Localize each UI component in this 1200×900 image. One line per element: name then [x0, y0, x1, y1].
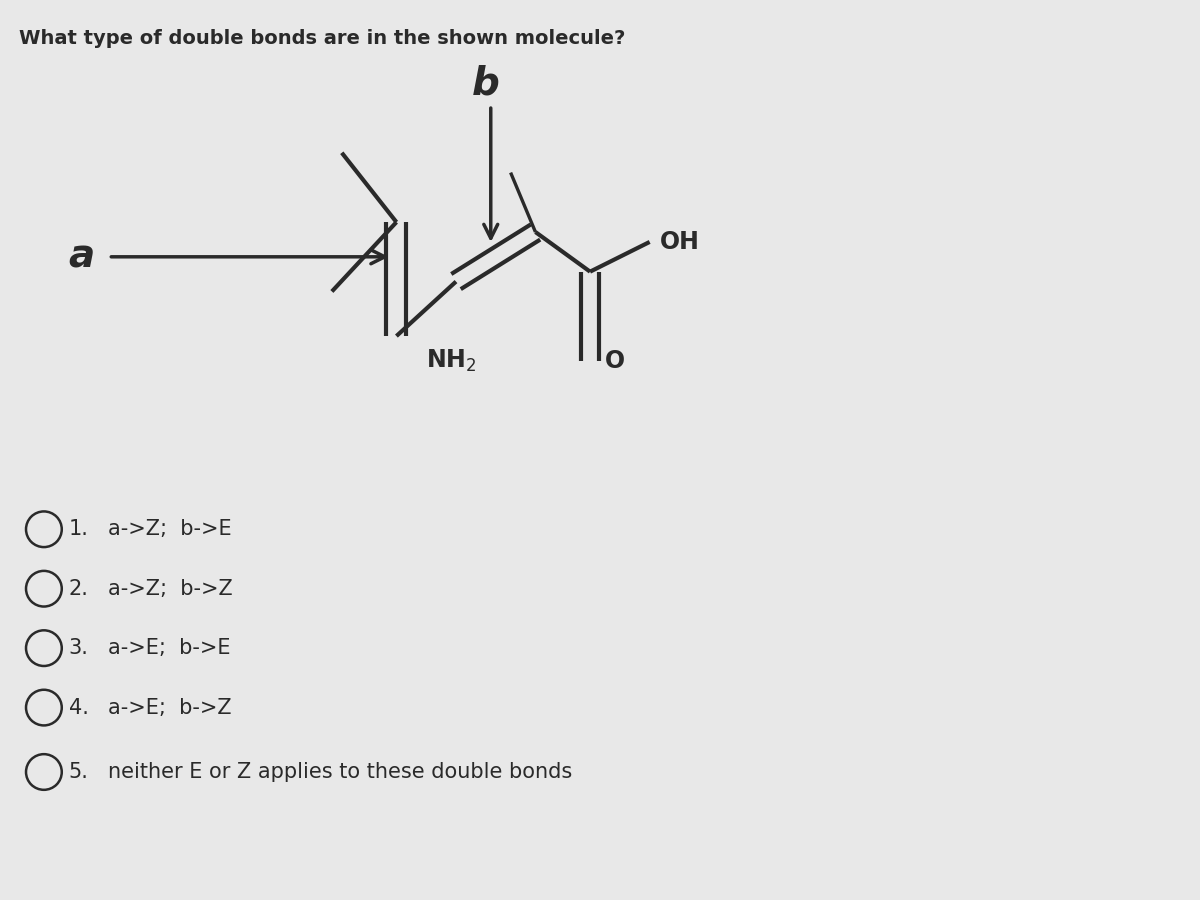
- Text: 4.: 4.: [68, 698, 89, 717]
- Text: a->Z;  b->E: a->Z; b->E: [108, 519, 232, 539]
- Text: What type of double bonds are in the shown molecule?: What type of double bonds are in the sho…: [19, 29, 625, 48]
- Text: b: b: [472, 65, 499, 103]
- Text: 3.: 3.: [68, 638, 89, 658]
- Text: O: O: [605, 349, 625, 373]
- Text: a->Z;  b->Z: a->Z; b->Z: [108, 579, 233, 599]
- Text: NH$_2$: NH$_2$: [426, 347, 476, 374]
- Text: 2.: 2.: [68, 579, 89, 599]
- Text: 5.: 5.: [68, 762, 89, 782]
- Text: a: a: [68, 238, 95, 275]
- Text: neither E or Z applies to these double bonds: neither E or Z applies to these double b…: [108, 762, 572, 782]
- Text: a->E;  b->Z: a->E; b->Z: [108, 698, 232, 717]
- Text: OH: OH: [660, 230, 700, 254]
- Text: 1.: 1.: [68, 519, 89, 539]
- Text: a->E;  b->E: a->E; b->E: [108, 638, 230, 658]
